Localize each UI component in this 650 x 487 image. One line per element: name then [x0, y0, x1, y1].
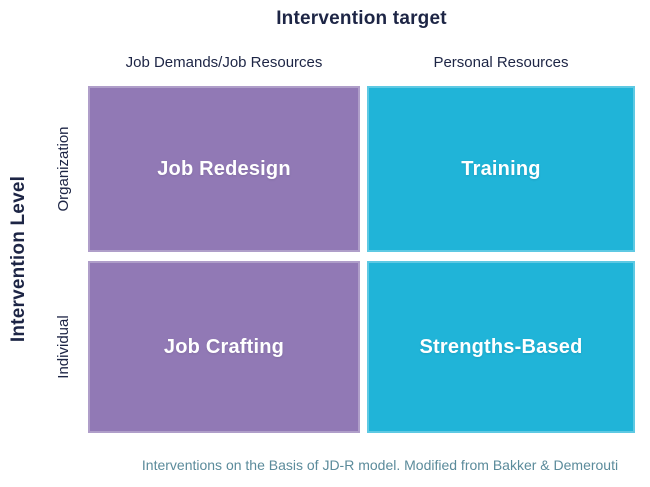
quadrant-training: Training	[367, 86, 635, 252]
quadrant-label-strengths-based: Strengths-Based	[419, 335, 583, 358]
column-header-job-demands-resources: Job Demands/Job Resources	[125, 54, 323, 71]
quadrant-label-job-redesign: Job Redesign	[157, 157, 291, 180]
quadrant-job-crafting: Job Crafting	[88, 261, 360, 433]
row-label-organization: Organization	[55, 126, 72, 212]
quadrant-label-job-crafting: Job Crafting	[163, 335, 285, 358]
quadrant-strengths-based: Strengths-Based	[367, 261, 635, 433]
row-label-individual: Individual	[55, 315, 72, 379]
column-header-personal-resources: Personal Resources	[433, 54, 569, 71]
figure-title: Intervention target	[276, 8, 447, 29]
figure-caption: Interventions on the Basis of JD-R model…	[141, 457, 619, 473]
y-axis-title-intervention-level: Intervention Level	[8, 175, 29, 343]
quadrant-job-redesign: Job Redesign	[88, 86, 360, 252]
quadrant-label-training: Training	[461, 157, 541, 180]
